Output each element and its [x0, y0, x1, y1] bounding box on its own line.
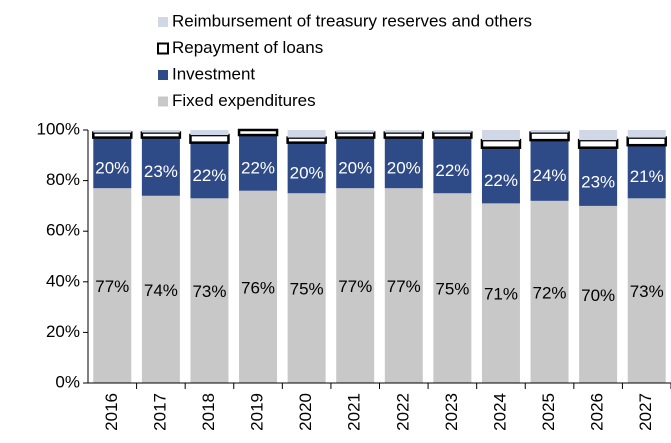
x-tick-label: 2017 [150, 393, 169, 431]
data-label: 74% [144, 281, 178, 300]
bar-segment [92, 131, 133, 139]
bar-segment [190, 198, 229, 383]
data-label: 75% [290, 280, 324, 299]
x-tick-label: 2026 [588, 393, 607, 431]
bar-segment [481, 147, 520, 204]
bar-segment [579, 147, 618, 206]
bar-segment [141, 130, 180, 133]
bar-segment [237, 128, 279, 137]
x-tick-label: 2027 [636, 393, 655, 431]
bar-segment [287, 193, 326, 383]
data-label: 22% [435, 161, 469, 180]
y-tick-label: 80% [46, 170, 80, 189]
legend-label: Investment [172, 64, 255, 83]
bar-segment [140, 131, 182, 139]
bar-segment [384, 130, 423, 133]
bar-segment [481, 130, 520, 141]
data-label: 76% [241, 278, 275, 297]
x-tick-label: 2022 [393, 393, 412, 431]
bar-segment [383, 131, 425, 139]
data-label: 72% [533, 283, 567, 302]
bar-segment [287, 142, 326, 194]
bar-segment [190, 142, 229, 199]
bar-segment [433, 137, 472, 194]
bar-segment [93, 130, 132, 133]
y-tick-label: 60% [46, 221, 80, 240]
legend-label: Reimbursement of treasury reserves and o… [172, 11, 532, 30]
y-tick-label: 0% [55, 372, 80, 391]
data-label: 23% [144, 162, 178, 181]
x-tick-label: 2021 [345, 393, 364, 431]
legend-label: Repayment of loans [172, 38, 323, 57]
data-label: 21% [630, 167, 664, 186]
bar-segment [93, 137, 132, 189]
data-label: 22% [192, 166, 226, 185]
bar-segment [481, 203, 520, 383]
data-label: 23% [581, 172, 615, 191]
legend-swatch [158, 96, 168, 107]
bar-segment [239, 135, 278, 191]
bar-segment [529, 131, 570, 142]
data-label: 22% [241, 158, 275, 177]
bar-segment [93, 188, 132, 383]
bar-segment [530, 200, 569, 383]
data-label: 20% [290, 163, 324, 182]
x-tick-label: 2020 [296, 393, 315, 431]
bar-segment [530, 140, 569, 201]
bar-segment [627, 145, 666, 199]
data-label: 77% [95, 277, 129, 296]
data-label: 24% [533, 166, 567, 185]
x-tick-label: 2019 [248, 393, 267, 431]
data-label: 77% [387, 277, 421, 296]
bar-segment [141, 137, 180, 196]
bar-segment [480, 138, 522, 149]
bar-segment [287, 130, 326, 138]
bar-segment [336, 137, 375, 189]
bar-segment [286, 136, 327, 144]
data-label: 22% [484, 171, 518, 190]
x-tick-label: 2024 [490, 393, 509, 431]
legend-swatch [157, 42, 169, 55]
bar-segment [627, 198, 666, 383]
bar-segment [336, 188, 375, 383]
bar-segment [626, 136, 667, 147]
data-label: 20% [338, 158, 372, 177]
y-tick-label: 20% [46, 322, 80, 341]
bar-segment [433, 193, 472, 383]
bar-segment [334, 131, 376, 139]
x-tick-label: 2025 [539, 393, 558, 431]
bar-segment [579, 205, 618, 383]
bar-segment [190, 130, 229, 136]
data-label: 20% [387, 158, 421, 177]
bar-segment [189, 133, 230, 144]
data-label: 73% [630, 282, 664, 301]
x-tick-label: 2023 [442, 393, 461, 431]
legend-swatch [158, 70, 168, 80]
y-tick-label: 40% [46, 271, 80, 290]
bar-segment [432, 131, 473, 139]
data-label: 75% [435, 280, 469, 299]
bar-segment [579, 130, 618, 141]
bar-segment [530, 130, 569, 133]
data-label: 73% [192, 282, 226, 301]
legend-swatch [158, 17, 168, 27]
x-tick-label: 2016 [102, 393, 121, 431]
bar-segment [384, 137, 423, 189]
bar-segment [433, 130, 472, 133]
data-label: 77% [338, 277, 372, 296]
data-label: 70% [581, 286, 615, 305]
y-tick-label: 100% [37, 119, 80, 138]
data-label: 71% [484, 285, 518, 304]
bar-segment [336, 130, 375, 133]
legend-label: Fixed expenditures [172, 91, 316, 110]
bar-segment [384, 188, 423, 383]
data-label: 20% [95, 158, 129, 177]
bar-segment [141, 195, 180, 383]
bar-segment [239, 190, 278, 383]
bar-segment [627, 130, 666, 138]
x-tick-label: 2018 [199, 393, 218, 431]
bar-segment [577, 138, 619, 149]
